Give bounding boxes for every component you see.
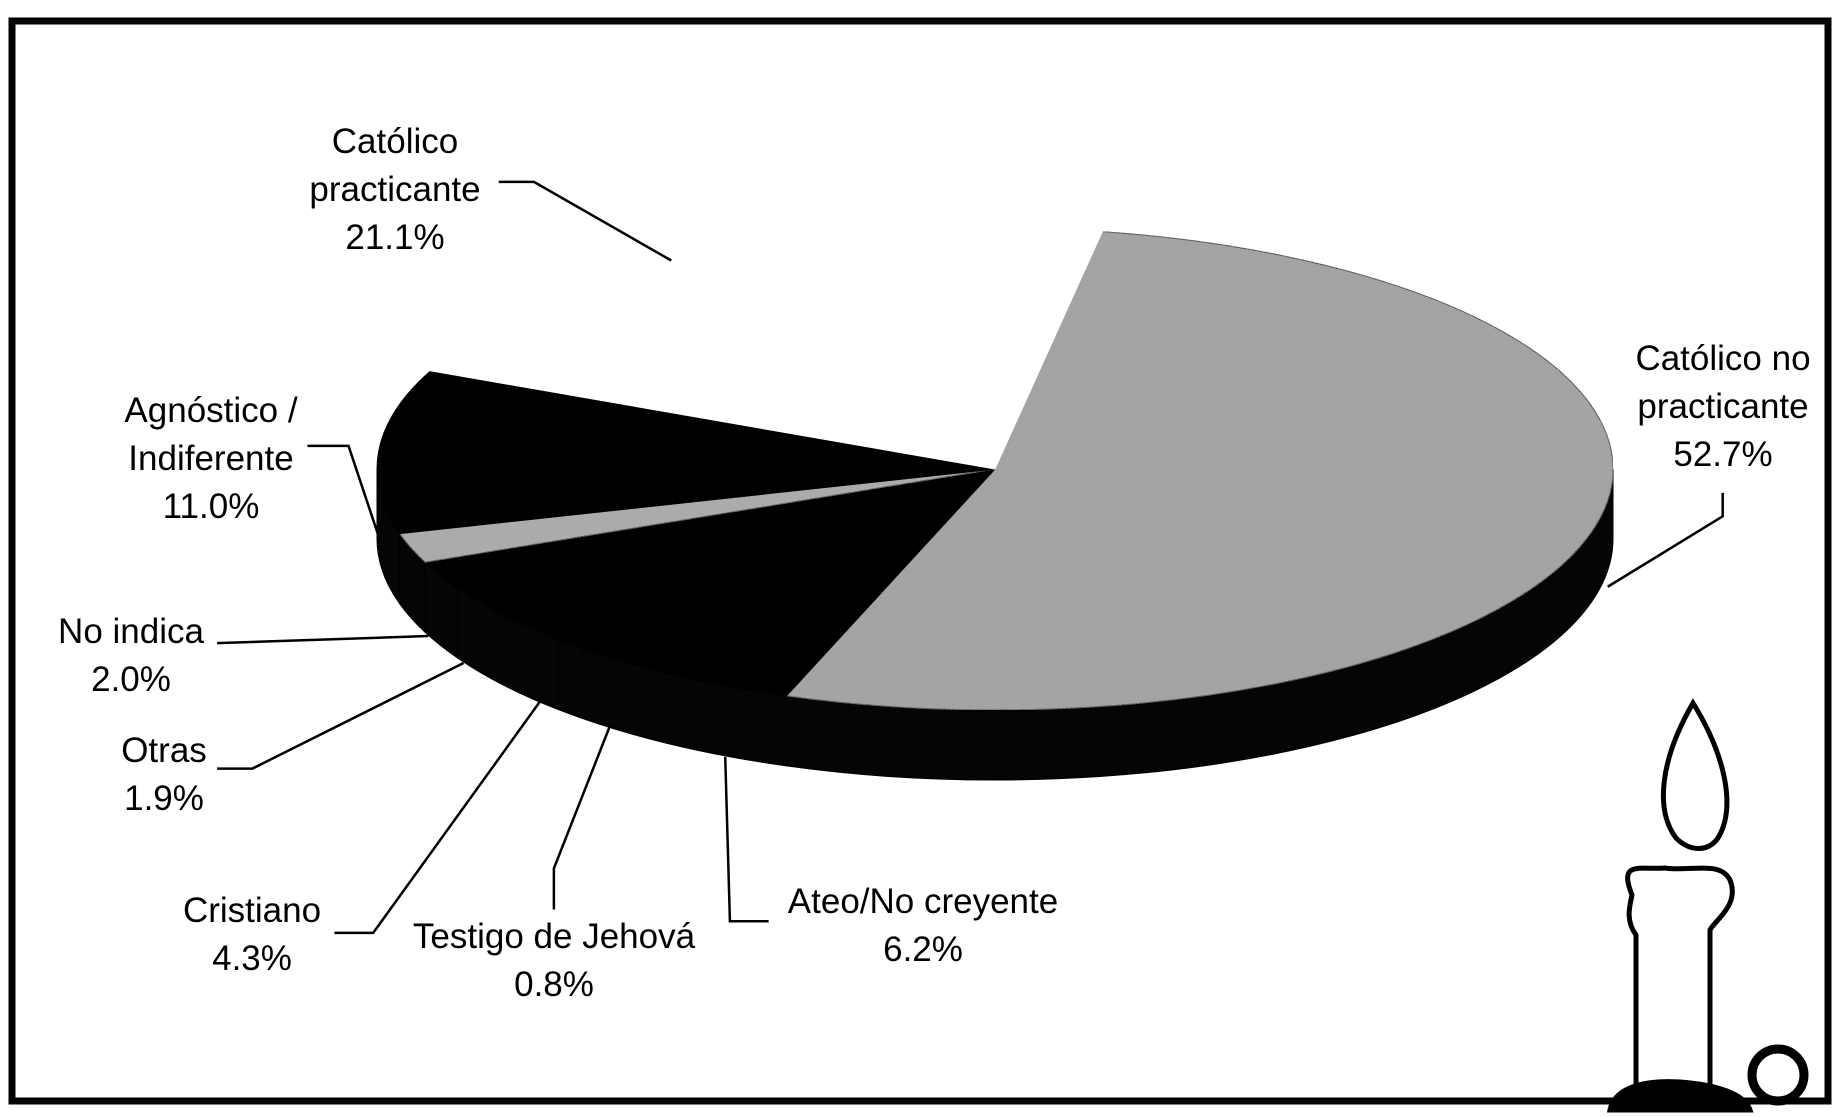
slice-label: Otras 1.9%: [121, 727, 207, 823]
slice-label: Católico practicante 21.1%: [283, 118, 508, 262]
category-label: Ateo/No creyente: [787, 882, 1059, 921]
leader-line: [334, 701, 541, 935]
leader-line: [552, 724, 612, 910]
leader-line: [723, 756, 769, 923]
value-label: 2.0%: [91, 660, 171, 699]
leader-line: [217, 661, 465, 770]
value-label: 6.2%: [883, 930, 963, 969]
category-label: Testigo de Jehová: [412, 917, 696, 956]
leader-line: [498, 180, 672, 262]
leader-line: [217, 634, 429, 645]
value-label: 52.7%: [1673, 435, 1773, 474]
category-label: Católico practicante: [309, 122, 481, 209]
slice: [429, 227, 1104, 470]
category-label: Otras: [121, 731, 207, 770]
slice: [376, 370, 996, 535]
value-label: 4.3%: [212, 939, 292, 978]
leader-line: [1607, 492, 1724, 588]
frame: [8, 17, 1832, 1105]
slice-label: Testigo de Jehová 0.8%: [413, 913, 695, 1009]
value-label: 21.1%: [345, 218, 445, 257]
value-label: 1.9%: [124, 779, 204, 818]
slice-label: Católico no practicante 52.7%: [1611, 335, 1836, 479]
slice: [579, 468, 996, 697]
slice-label: Ateo/No creyente 6.2%: [788, 878, 1058, 974]
candle: [1606, 698, 1809, 1113]
leader-line: [307, 444, 380, 535]
category-label: No indica: [58, 612, 204, 651]
slice-label: Cristiano 4.3%: [183, 887, 321, 983]
slice-side: [558, 638, 582, 719]
category-label: Cristiano: [182, 891, 322, 930]
slice-label: No indica 2.0%: [58, 608, 204, 704]
pie-tops: [376, 227, 1614, 711]
slice: [785, 231, 1614, 711]
category-label: Católico no practicante: [1635, 339, 1811, 426]
value-label: 11.0%: [162, 487, 260, 526]
category-label: Agnóstico / Indiferente: [124, 391, 298, 478]
slice: [456, 468, 996, 641]
value-label: 0.8%: [514, 965, 594, 1004]
slice-label: Agnóstico / Indiferente 11.0%: [99, 387, 324, 531]
